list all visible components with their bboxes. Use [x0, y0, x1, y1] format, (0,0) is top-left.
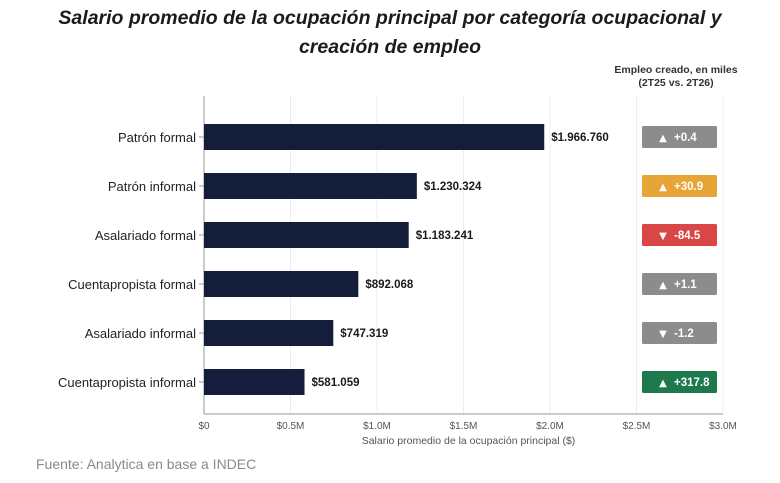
employment-header: Empleo creado, en miles (2T25 vs. 2T26) [606, 64, 746, 90]
employment-arrow-icon: ▲ [659, 182, 667, 193]
chart-title-line-1: Salario promedio de la ocupación princip… [58, 7, 722, 29]
employment-value-label: +30.9 [674, 181, 703, 193]
employment-value-label: +1.1 [674, 279, 697, 291]
bar [204, 173, 417, 199]
x-tick-label: $2.0M [536, 421, 564, 432]
bar-value-label: $747.319 [340, 328, 388, 340]
x-tick-label: $3.0M [709, 421, 737, 432]
source-note: Fuente: Analytica en base a INDEC [36, 456, 257, 472]
bar [204, 271, 359, 297]
chart-title: Salario promedio de la ocupación princip… [0, 4, 780, 62]
employment-arrow-icon: ▲ [659, 378, 667, 389]
x-tick-label: $0 [198, 421, 210, 432]
x-tick-label: $0.5M [277, 421, 305, 432]
employment-arrow-icon: ▼ [659, 231, 667, 242]
category-label: Patrón informal [108, 179, 196, 194]
employment-badge [642, 224, 717, 246]
bar-value-label: $1.230.324 [424, 181, 482, 193]
bar-value-label: $1.966.760 [551, 132, 609, 144]
category-label: Cuentapropista formal [68, 277, 196, 292]
x-tick-label: $1.5M [450, 421, 478, 432]
employment-badge [642, 371, 717, 393]
employment-value-label: +317.8 [674, 377, 710, 389]
bar [204, 369, 305, 395]
bar [204, 124, 545, 150]
employment-value-label: -84.5 [674, 230, 701, 242]
bar [204, 222, 409, 248]
chart-title-line-2: creación de empleo [298, 36, 482, 58]
category-label: Asalariado formal [95, 228, 196, 243]
employment-badge [642, 273, 717, 295]
x-axis-title: Salario promedio de la ocupación princip… [362, 435, 576, 447]
bar [204, 320, 334, 346]
employment-header-line-1: Empleo creado, en miles [614, 64, 738, 76]
employment-arrow-icon: ▲ [659, 280, 667, 291]
x-tick-label: $1.0M [363, 421, 391, 432]
category-label: Patrón formal [118, 130, 196, 145]
employment-value-label: +0.4 [674, 132, 697, 144]
category-label: Asalariado informal [85, 326, 196, 341]
bar-value-label: $892.068 [365, 279, 414, 291]
employment-value-label: -1.2 [674, 328, 694, 340]
category-label: Cuentapropista informal [58, 375, 196, 390]
employment-arrow-icon: ▼ [659, 329, 667, 340]
employment-arrow-icon: ▲ [659, 133, 667, 144]
x-tick-label: $2.5M [623, 421, 651, 432]
employment-badge [642, 322, 717, 344]
employment-header-line-2: (2T25 vs. 2T26) [638, 77, 714, 89]
bar-value-label: $581.059 [312, 377, 360, 389]
employment-badge [642, 175, 717, 197]
bar-value-label: $1.183.241 [416, 230, 474, 242]
employment-badge [642, 126, 717, 148]
